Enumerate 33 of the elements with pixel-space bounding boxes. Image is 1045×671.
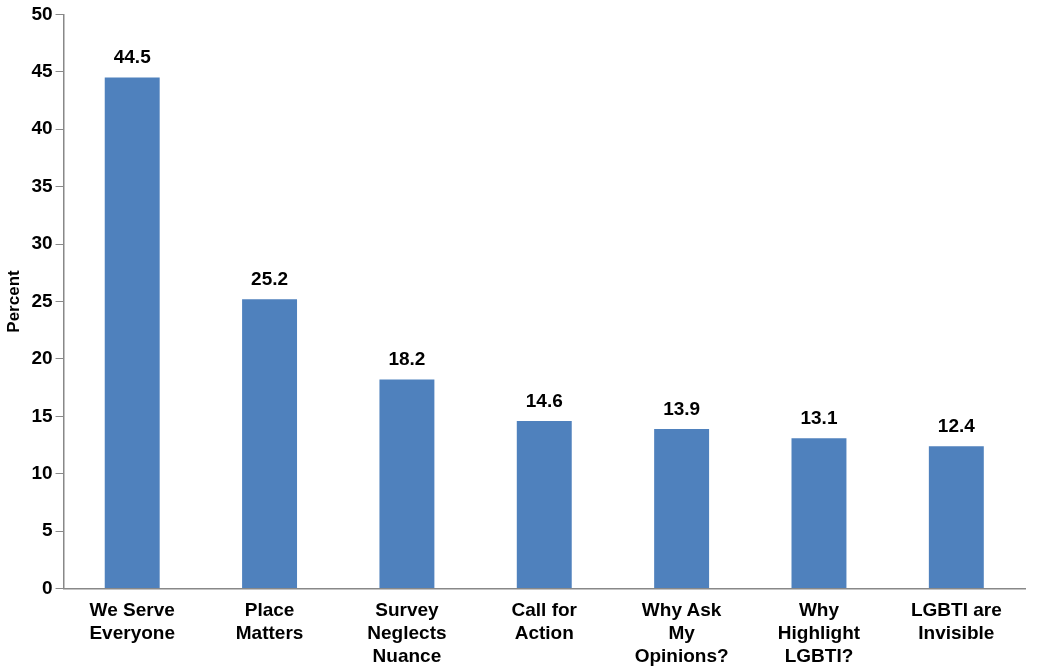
- y-axis-title: Percent: [3, 269, 23, 333]
- x-tick-label: Why Highlight LGBTI?: [777, 599, 861, 666]
- x-tick-label: LGBTI are Invisible: [910, 599, 1002, 644]
- bar: [654, 428, 710, 589]
- data-label: 12.4: [937, 414, 976, 436]
- y-tick-label: 30: [31, 232, 53, 254]
- bar: [242, 299, 298, 589]
- y-tick-label: 45: [31, 60, 53, 82]
- y-tick-label: 5: [41, 519, 53, 541]
- x-tick-label: Call for Action: [511, 599, 578, 644]
- bar: [791, 438, 847, 589]
- data-label: 44.5: [113, 46, 152, 68]
- x-tick-label: We Serve Everyone: [89, 599, 175, 644]
- bar: [379, 379, 435, 589]
- y-tick-label: 20: [31, 347, 53, 369]
- y-tick-label: 25: [31, 289, 53, 311]
- bar: [928, 446, 984, 589]
- y-tick-label: 40: [31, 117, 53, 139]
- y-tick-label: 0: [41, 576, 53, 598]
- data-label: 18.2: [388, 348, 426, 370]
- data-label: 25.2: [251, 267, 289, 289]
- x-tick-label: Why Ask My Opinions?: [634, 599, 729, 666]
- data-label: 14.6: [525, 389, 563, 411]
- y-tick-label: 50: [31, 2, 53, 24]
- y-tick-label: 15: [31, 404, 53, 426]
- y-tick-label: 10: [31, 461, 53, 483]
- bar: [516, 420, 572, 589]
- bar: [104, 77, 160, 589]
- x-tick-label: Survey Neglects Nuance: [367, 599, 447, 666]
- data-label: 13.9: [663, 397, 701, 419]
- data-label: 13.1: [800, 406, 838, 428]
- y-tick-label: 35: [31, 174, 53, 196]
- x-tick-label: Place Matters: [235, 599, 304, 644]
